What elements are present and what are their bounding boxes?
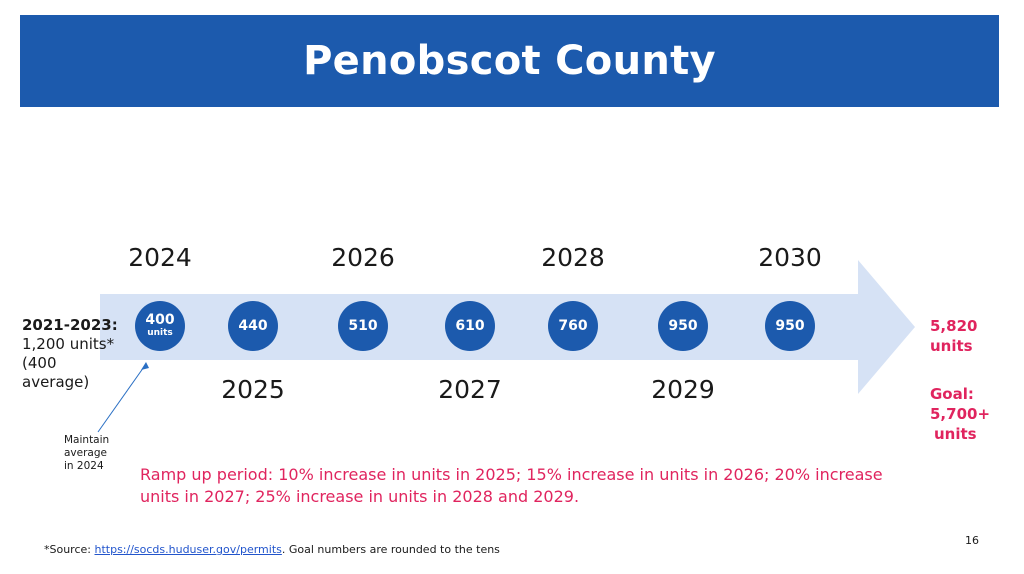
baseline-heading: 2021-2023:	[22, 316, 118, 334]
baseline-avg-1: (400	[22, 354, 57, 372]
milestone-circle-2025: 440	[228, 301, 278, 351]
goal-label: Goal:	[930, 385, 974, 403]
page-number: 16	[965, 534, 979, 547]
goal-unit: units	[934, 425, 977, 443]
year-label-2026: 2026	[331, 243, 395, 272]
timeline-arrow-shape	[100, 260, 915, 394]
baseline-units: 1,200 units*	[22, 335, 115, 353]
milestone-circle-2029: 950	[658, 301, 708, 351]
milestone-value: 950	[775, 317, 805, 334]
total-units: 5,820 units	[930, 316, 977, 356]
milestone-value: 400	[145, 312, 175, 328]
ramp-up-note: Ramp up period: 10% increase in units in…	[140, 465, 883, 506]
milestone-value: 510	[348, 317, 378, 334]
source-note: *Source: https://socds.huduser.gov/permi…	[44, 543, 500, 556]
total-unit: units	[930, 337, 973, 355]
source-link[interactable]: https://socds.huduser.gov/permits	[94, 543, 282, 556]
maintain-line-2: average	[64, 447, 107, 459]
goal-units: Goal: 5,700+ units	[930, 384, 990, 444]
milestone-value: 760	[558, 317, 588, 334]
baseline-note: 2021-2023: 1,200 units* (400 average)	[22, 316, 118, 392]
milestone-value: 610	[455, 317, 485, 334]
source-prefix: *Source:	[44, 543, 95, 556]
milestone-value: 440	[238, 317, 268, 334]
goal-value: 5,700+	[930, 405, 991, 423]
maintain-line-1: Maintain	[64, 434, 110, 446]
page-title: Penobscot County	[303, 38, 716, 84]
milestone-circle-2027: 610	[445, 301, 495, 351]
year-label-2024: 2024	[128, 243, 192, 272]
title-banner: Penobscot County	[20, 15, 999, 107]
year-label-2029: 2029	[651, 375, 715, 404]
baseline-avg-2: average)	[22, 373, 90, 391]
source-suffix: . Goal numbers are rounded to the tens	[281, 543, 500, 556]
milestone-circle-2024: 400 units	[135, 301, 185, 351]
year-label-2030: 2030	[758, 243, 822, 272]
milestone-circle-2026: 510	[338, 301, 388, 351]
year-label-2028: 2028	[541, 243, 605, 272]
milestone-circle-2030: 950	[765, 301, 815, 351]
milestone-unit: units	[147, 328, 173, 338]
milestone-value: 950	[668, 317, 698, 334]
maintain-note: Maintain average in 2024	[64, 434, 109, 473]
year-label-2027: 2027	[438, 375, 502, 404]
year-label-2025: 2025	[221, 375, 285, 404]
total-value: 5,820	[930, 317, 978, 335]
milestone-circle-2028: 760	[548, 301, 598, 351]
maintain-line-3: in 2024	[64, 460, 104, 472]
